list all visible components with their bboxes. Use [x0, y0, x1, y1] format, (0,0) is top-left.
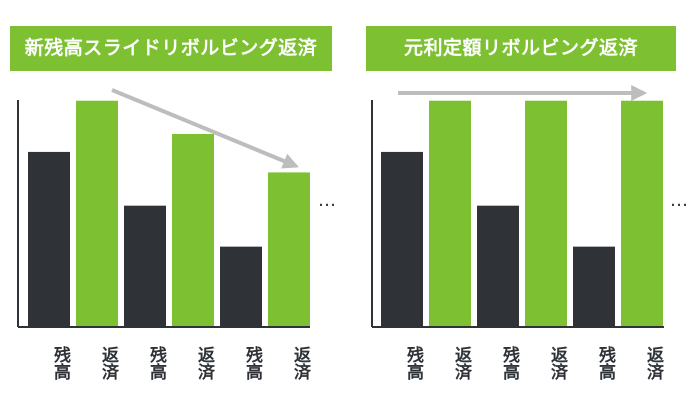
left-bar-label-6: 返済 — [290, 346, 310, 380]
right-bar-label-4: 返済 — [547, 346, 567, 380]
right-bar-label-3: 残高 — [499, 346, 519, 380]
left-bar-label-2: 返済 — [98, 346, 118, 380]
left-bar-2-repayment — [76, 100, 118, 326]
left-bar-5-balance — [220, 246, 262, 326]
right-bar-1-balance — [381, 151, 423, 326]
right-bar-3-balance — [477, 205, 519, 326]
right-bar-6-repayment — [621, 100, 663, 326]
left-bar-6-repayment — [268, 172, 310, 326]
ellipsis-left: … — [318, 190, 337, 211]
left-bar-3-balance — [124, 205, 166, 326]
left-bar-label-4: 返済 — [194, 346, 214, 380]
right-bar-5-balance — [573, 246, 615, 326]
right-bar-label-6: 返済 — [643, 346, 663, 380]
left-bar-4-repayment — [172, 134, 214, 326]
right-bar-2-repayment — [429, 100, 471, 326]
ellipsis-right: … — [670, 190, 689, 211]
title-left: 新残高スライドリボルビング返済 — [10, 26, 332, 71]
left-bar-label-1: 残高 — [50, 346, 70, 380]
right-bar-4-repayment — [525, 100, 567, 326]
right-bar-label-5: 残高 — [595, 346, 615, 380]
left-bar-label-3: 残高 — [146, 346, 166, 380]
right-bar-label-2: 返済 — [451, 346, 471, 380]
left-bar-label-5: 残高 — [242, 346, 262, 380]
title-right: 元利定額リボルビング返済 — [366, 26, 676, 71]
right-bar-label-1: 残高 — [403, 346, 423, 380]
trend-arrow-left — [111, 88, 299, 169]
left-bar-1-balance — [28, 151, 70, 326]
